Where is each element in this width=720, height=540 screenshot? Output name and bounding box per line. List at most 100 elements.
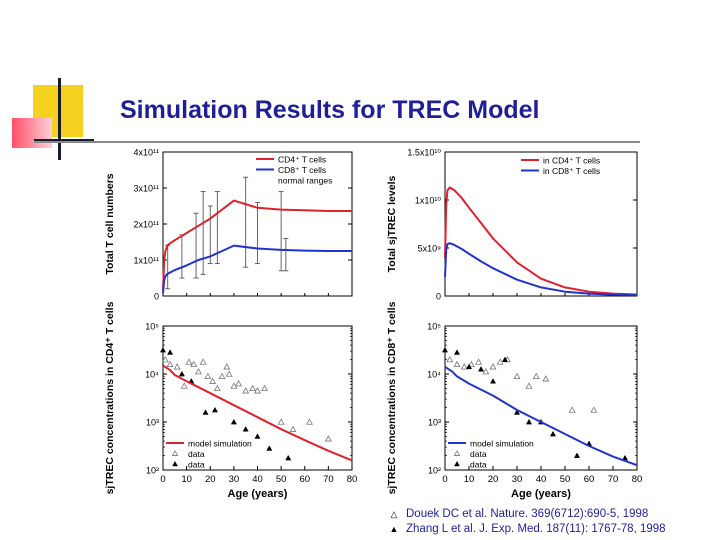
legend-label: in CD4⁺ T cells [543, 155, 600, 165]
x-tick-label: 50 [276, 474, 287, 485]
data-point-open [496, 358, 504, 365]
data-point-filled [441, 346, 449, 353]
x-tick-label: 50 [560, 474, 571, 485]
x-tick-label: 0 [160, 474, 165, 485]
legend-label: data [470, 459, 487, 469]
data-point-open [161, 355, 169, 363]
data-point-filled [230, 418, 237, 425]
legend-label: normal ranges [278, 175, 332, 185]
y-tick-label: 4x10¹¹ [133, 148, 159, 158]
data-point-open [242, 387, 250, 394]
filled-triangle-icon: ▲ [389, 524, 399, 534]
data-point-filled [477, 366, 485, 372]
data-point-open [249, 384, 257, 392]
data-point-filled [266, 445, 273, 451]
data-point-open [213, 384, 221, 392]
legend-label: data [470, 449, 487, 459]
slide-title: Simulation Results for TREC Model [120, 96, 540, 124]
data-point-open [289, 425, 297, 432]
data-point-filled [525, 418, 533, 425]
reference-text: Zhang L et al. J. Exp. Med. 187(11): 176… [406, 523, 666, 535]
data-point-open [254, 387, 261, 394]
data-point-filled [453, 349, 461, 355]
data-point-filled [549, 430, 557, 437]
legend-swatch [454, 460, 460, 467]
x-axis-label: Age (years) [228, 488, 288, 500]
y-tick-label: 10³ [146, 418, 159, 428]
y-tick-label: 10³ [428, 418, 441, 428]
y-tick-label: 1x10¹⁰ [415, 196, 442, 206]
x-axis-label: Age (years) [511, 488, 571, 500]
data-point-open [460, 363, 468, 370]
data-point-open [525, 382, 533, 389]
y-axis-label: Total T cell numbers [104, 173, 116, 274]
data-point-filled [489, 378, 497, 384]
data-point-open [542, 375, 550, 382]
x-tick-label: 60 [584, 474, 595, 485]
legend-swatch [453, 450, 461, 456]
x-tick-label: 0 [442, 474, 447, 485]
legend-swatch [172, 460, 178, 467]
y-tick-label: 0 [154, 292, 159, 302]
legend-label: data [188, 459, 205, 469]
data-point-open [173, 363, 181, 370]
y-tick-label: 2x10¹¹ [133, 220, 159, 230]
x-tick-label: 80 [632, 474, 643, 485]
data-point-filled [501, 356, 509, 362]
data-point-open [230, 382, 238, 389]
plot-frame [444, 151, 638, 297]
data-point-open [261, 384, 269, 392]
y-tick-label: 5x10⁹ [418, 244, 442, 254]
horizontal-bar-decoration [34, 139, 94, 142]
y-tick-label: 0 [436, 292, 441, 302]
y-axis-label: sjTREC concentrations in CD8⁺ T cells [386, 301, 398, 494]
x-tick-label: 60 [299, 474, 310, 485]
data-point-open [235, 379, 243, 387]
series-line [444, 186, 638, 296]
title-underline [34, 141, 640, 143]
data-point-open [590, 406, 598, 413]
data-point-filled [202, 409, 209, 415]
y-tick-label: 10² [428, 466, 441, 476]
data-point-open [185, 358, 193, 365]
data-point-filled [513, 409, 521, 415]
data-point-open [194, 367, 202, 375]
data-point-open [209, 377, 217, 384]
data-point-filled [167, 349, 174, 355]
data-point-open [225, 370, 233, 377]
y-tick-label: 10⁴ [427, 370, 441, 380]
x-tick-label: 10 [181, 474, 192, 485]
y-tick-label: 10⁵ [427, 322, 441, 332]
data-point-open [482, 367, 490, 375]
y-axis-label: Total sjTREC levels [386, 176, 398, 273]
x-tick-label: 40 [536, 474, 547, 485]
data-point-open [475, 358, 483, 365]
y-tick-label: 10² [146, 466, 159, 476]
data-point-open [204, 372, 212, 380]
data-point-open [190, 360, 198, 368]
series-line [444, 365, 638, 467]
y-tick-label: 10⁴ [145, 370, 159, 380]
open-triangle-icon: △ [390, 509, 398, 519]
y-axis-label: sjTREC concentrations in CD4⁺ T cells [104, 301, 116, 494]
reference-item: △ Douek DC et al. Nature. 369(6712):690-… [388, 507, 666, 522]
data-point-open [568, 406, 576, 413]
vertical-bar-decoration [58, 78, 61, 160]
series-line [162, 199, 352, 291]
data-point-open [277, 418, 285, 425]
legend-label: CD4⁺ T cells [278, 154, 326, 164]
legend-label: data [188, 449, 205, 459]
data-point-open [446, 355, 454, 363]
y-tick-label: 1.5x10¹⁰ [407, 148, 441, 158]
x-tick-label: 80 [347, 474, 358, 485]
x-tick-label: 40 [252, 474, 263, 485]
y-tick-label: 3x10¹¹ [133, 184, 159, 194]
x-tick-label: 10 [464, 474, 475, 485]
y-tick-label: 10⁵ [145, 322, 159, 332]
data-point-open [324, 435, 332, 442]
data-point-open [223, 363, 231, 370]
x-tick-label: 20 [488, 474, 499, 485]
pink-square-decoration [12, 118, 52, 148]
x-tick-label: 30 [229, 474, 240, 485]
legend-swatch [171, 450, 179, 456]
